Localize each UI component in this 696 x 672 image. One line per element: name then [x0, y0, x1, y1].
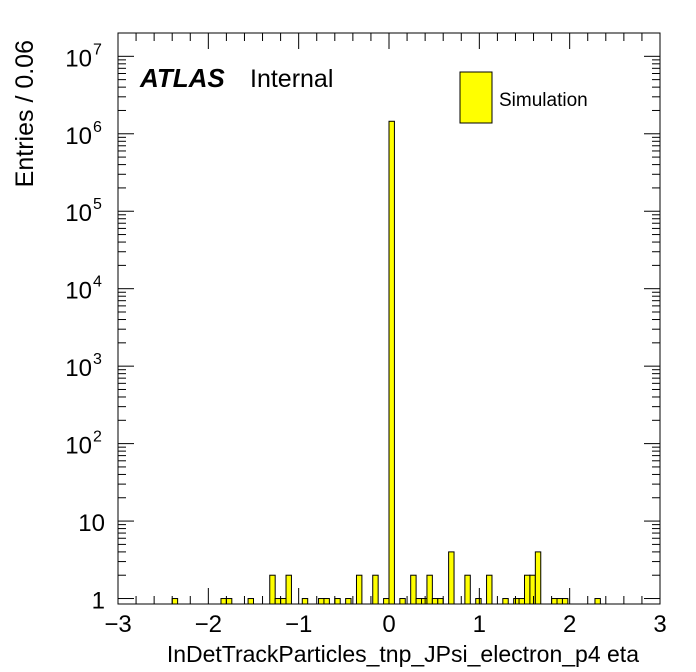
axis-ticks [117, 32, 661, 604]
histogram-bar [410, 574, 417, 605]
y-tick-label: 10 [65, 200, 92, 227]
plot-frame [117, 32, 661, 605]
histogram-bar [551, 598, 558, 605]
x-tick-label: −3 [104, 611, 131, 638]
histogram-bar [280, 598, 287, 605]
histogram-bar [220, 598, 227, 605]
y-tick-exponent: 5 [93, 196, 102, 213]
status-label: Internal [250, 65, 333, 93]
histogram-bar [415, 598, 423, 605]
y-axis-label: Entries / 0.06 [11, 40, 39, 187]
histogram-bar [431, 598, 439, 605]
y-tick-label: 10 [65, 433, 92, 460]
histogram-bar [513, 598, 520, 605]
histogram-bar [464, 574, 471, 605]
x-tick-label: 2 [563, 611, 576, 638]
histogram-bar [399, 598, 406, 605]
y-tick-label: 1 [92, 588, 105, 615]
histogram-bar [524, 574, 531, 605]
histogram-bar [274, 598, 282, 605]
histogram-bar [323, 598, 330, 605]
y-tick-exponent: 4 [93, 274, 102, 291]
histogram-bar [534, 551, 542, 605]
histogram-bars [171, 120, 601, 605]
histogram-bar [334, 598, 341, 605]
histogram-bar [561, 598, 569, 605]
histogram-bar [529, 574, 536, 605]
histogram-bar [355, 574, 363, 605]
histogram-bar [383, 598, 390, 605]
y-tick-label: 10 [65, 45, 92, 72]
histogram-bar [171, 598, 179, 605]
x-tick-label: −2 [195, 611, 222, 638]
histogram-bar [388, 120, 395, 605]
y-tick-exponent: 6 [93, 119, 102, 136]
histogram-bar [421, 598, 428, 605]
y-tick-label: 10 [65, 278, 92, 305]
histogram-bar [486, 574, 493, 605]
x-tick-label: 0 [382, 611, 395, 638]
histogram-bar [372, 574, 379, 605]
x-tick-label: 3 [653, 611, 666, 638]
histogram-bar [556, 598, 563, 605]
histogram-bar [448, 551, 455, 605]
y-tick-exponent: 7 [93, 41, 102, 58]
y-tick-label: 10 [65, 355, 92, 382]
histogram-bar [225, 598, 233, 605]
histogram-bar [345, 598, 352, 605]
x-tick-label: 1 [473, 611, 486, 638]
y-tick-exponent: 3 [93, 351, 102, 368]
histogram-bar [318, 598, 325, 605]
y-tick-label: 10 [65, 123, 92, 150]
histogram-bar [269, 574, 276, 605]
histogram-bar [285, 574, 292, 605]
y-tick-label: 10 [78, 510, 105, 537]
histogram-bar [301, 598, 309, 605]
histogram-bar [437, 598, 444, 605]
histogram-bar [475, 598, 482, 605]
histogram-bar [594, 598, 601, 605]
legend-swatch [459, 71, 493, 124]
x-axis-label: InDetTrackParticles_tnp_JPsi_electron_p4… [167, 641, 639, 667]
histogram-bar [502, 598, 509, 605]
histogram-bar [518, 598, 526, 605]
x-tick-label: −1 [285, 611, 312, 638]
y-tick-exponent: 2 [93, 429, 102, 446]
atlas-label: ATLAS [139, 63, 225, 93]
histogram-bar [247, 598, 255, 605]
histogram-bar [426, 574, 433, 605]
legend-label: Simulation [499, 90, 588, 111]
